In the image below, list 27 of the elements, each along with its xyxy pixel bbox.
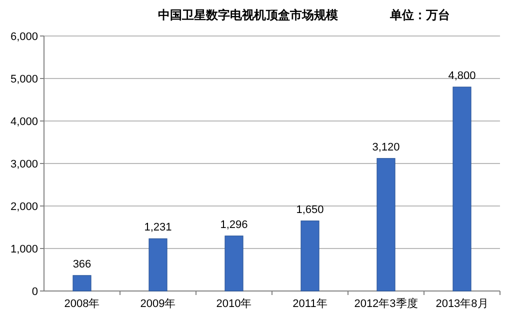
data-label: 1,296 (220, 218, 248, 231)
y-tick-label: 5,000 (10, 74, 38, 86)
y-tick-label: 1,000 (10, 244, 38, 256)
x-tick-label: 2012年3季度 (354, 297, 418, 310)
y-tick-label: 3,000 (10, 158, 38, 170)
y-tick-label: 0 (32, 286, 38, 298)
bar (452, 86, 472, 292)
y-tick-label: 6,000 (10, 31, 38, 43)
y-tick-label: 4,000 (10, 116, 38, 128)
data-label: 4,800 (448, 70, 476, 82)
data-label: 1,650 (296, 204, 324, 216)
x-tick-label: 2009年 (140, 298, 176, 310)
chart-title: 中国卫星数字电视机顶盒市场规模 (158, 8, 338, 22)
chart-subtitle: 单位：万台 (389, 8, 450, 22)
bar (300, 220, 320, 292)
bar (72, 275, 92, 292)
data-label: 3,120 (372, 141, 400, 154)
bar (224, 236, 244, 292)
bar (376, 158, 396, 292)
y-tick-label: 2,000 (10, 201, 38, 213)
x-tick-label: 2010年 (216, 298, 252, 310)
x-tick-label: 2011年 (292, 298, 328, 310)
x-tick-label: 2013年8月 (436, 298, 488, 310)
x-tick-label: 2008年 (64, 298, 100, 310)
bar (148, 238, 168, 292)
data-label: 366 (72, 258, 92, 270)
data-label: 1,231 (144, 222, 172, 234)
